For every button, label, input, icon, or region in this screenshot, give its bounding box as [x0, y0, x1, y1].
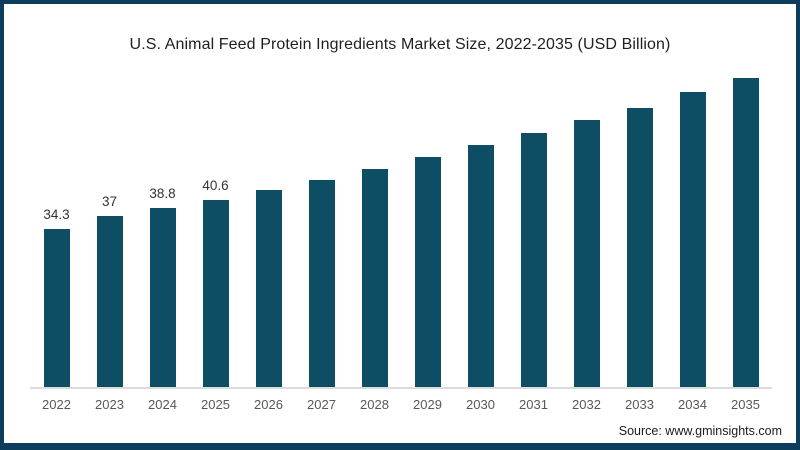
source-attribution: Source: www.gminsights.com [618, 424, 782, 438]
x-tick-label: 2023 [95, 397, 124, 412]
bar-group-2024: 38.8 [136, 62, 189, 387]
x-tick-label: 2028 [360, 397, 389, 412]
chart-title: U.S. Animal Feed Protein Ingredients Mar… [129, 36, 671, 53]
x-tick-label: 2022 [42, 397, 71, 412]
bars-container: 34.3 37 38.8 40.6 [30, 62, 772, 389]
bar [202, 200, 229, 387]
bar-value-label: 40.6 [202, 178, 229, 193]
x-tick-label: 2031 [519, 397, 548, 412]
bar-group-2034 [666, 62, 719, 387]
bar [361, 169, 388, 387]
bar-value-label: 38.8 [149, 186, 176, 201]
bar-group-2033 [613, 62, 666, 387]
bar [96, 216, 123, 387]
bar-group-2023: 37 [83, 62, 136, 387]
x-tick-label: 2030 [466, 397, 495, 412]
bar-group-2027 [295, 62, 348, 387]
bar-group-2025: 40.6 [189, 62, 242, 387]
bar-group-2035 [719, 62, 772, 387]
bar-value-label: 34.3 [43, 207, 70, 222]
bar [255, 190, 282, 387]
bar-group-2022: 34.3 [30, 62, 83, 387]
plot-area: 34.3 37 38.8 40.6 [30, 62, 772, 389]
bar-group-2029 [401, 62, 454, 387]
bar [573, 120, 600, 387]
x-axis-tick-labels: 2022 2023 2024 2025 2026 2027 2028 2029 2030 2031… [30, 397, 772, 412]
bar-group-2031 [507, 62, 560, 387]
bar [308, 180, 335, 387]
x-tick-label: 2025 [201, 397, 230, 412]
bar [626, 108, 653, 387]
bar [520, 133, 547, 387]
x-tick-label: 2026 [254, 397, 283, 412]
bar [414, 157, 441, 387]
bar [679, 92, 706, 387]
x-tick-label: 2034 [678, 397, 707, 412]
x-tick-label: 2032 [572, 397, 601, 412]
bar-group-2028 [348, 62, 401, 387]
bar-group-2030 [454, 62, 507, 387]
bar-value-label: 37 [101, 194, 118, 209]
x-tick-label: 2035 [731, 397, 760, 412]
x-tick-label: 2029 [413, 397, 442, 412]
bar [732, 78, 759, 387]
bar [149, 208, 176, 387]
x-tick-label: 2024 [148, 397, 177, 412]
bar [467, 145, 494, 387]
bar-group-2032 [560, 62, 613, 387]
bar [43, 229, 70, 387]
x-tick-label: 2033 [625, 397, 654, 412]
x-tick-label: 2027 [307, 397, 336, 412]
bar-group-2026 [242, 62, 295, 387]
